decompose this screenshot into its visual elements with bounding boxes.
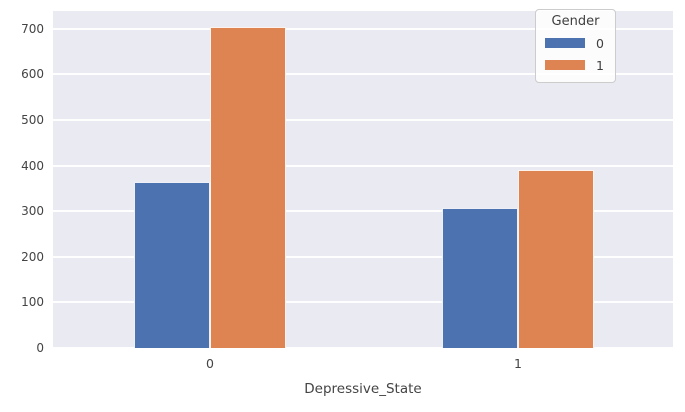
gridline-0	[53, 347, 673, 349]
x-tick-label-1: 1	[514, 356, 522, 371]
gridline-700	[53, 27, 673, 30]
gridline-600	[53, 73, 673, 76]
x-axis-label: Depressive_State	[304, 381, 422, 397]
bar-state-0-gender-1	[210, 27, 286, 348]
gridline-400	[53, 164, 673, 167]
gridline-300	[53, 210, 673, 213]
legend-title: Gender	[551, 14, 600, 29]
legend-entry-gender-1: 1	[536, 54, 615, 76]
legend-label-gender-0: 0	[596, 35, 604, 51]
gridline-200	[53, 255, 673, 258]
gridline-500	[53, 118, 673, 121]
y-tick-label-300: 300	[21, 204, 44, 219]
legend-entry-gender-0: 0	[536, 32, 615, 54]
legend-swatch-gender-0	[545, 38, 585, 48]
legend-swatch-gender-1	[545, 60, 585, 70]
y-tick-label-200: 200	[21, 249, 44, 264]
bar-state-0-gender-0	[134, 182, 210, 348]
y-tick-label-0: 0	[36, 341, 44, 355]
y-tick-label-100: 100	[21, 295, 44, 310]
bar-state-1-gender-0	[442, 208, 518, 348]
y-tick-label-700: 700	[21, 21, 44, 36]
y-tick-label-400: 400	[21, 158, 44, 173]
y-tick-label-600: 600	[21, 67, 44, 82]
y-tick-label-500: 500	[21, 112, 44, 127]
legend-label-gender-1: 1	[596, 57, 604, 73]
bar-state-1-gender-1	[518, 170, 594, 348]
gridline-100	[53, 301, 673, 304]
x-tick-label-0: 0	[206, 356, 214, 371]
